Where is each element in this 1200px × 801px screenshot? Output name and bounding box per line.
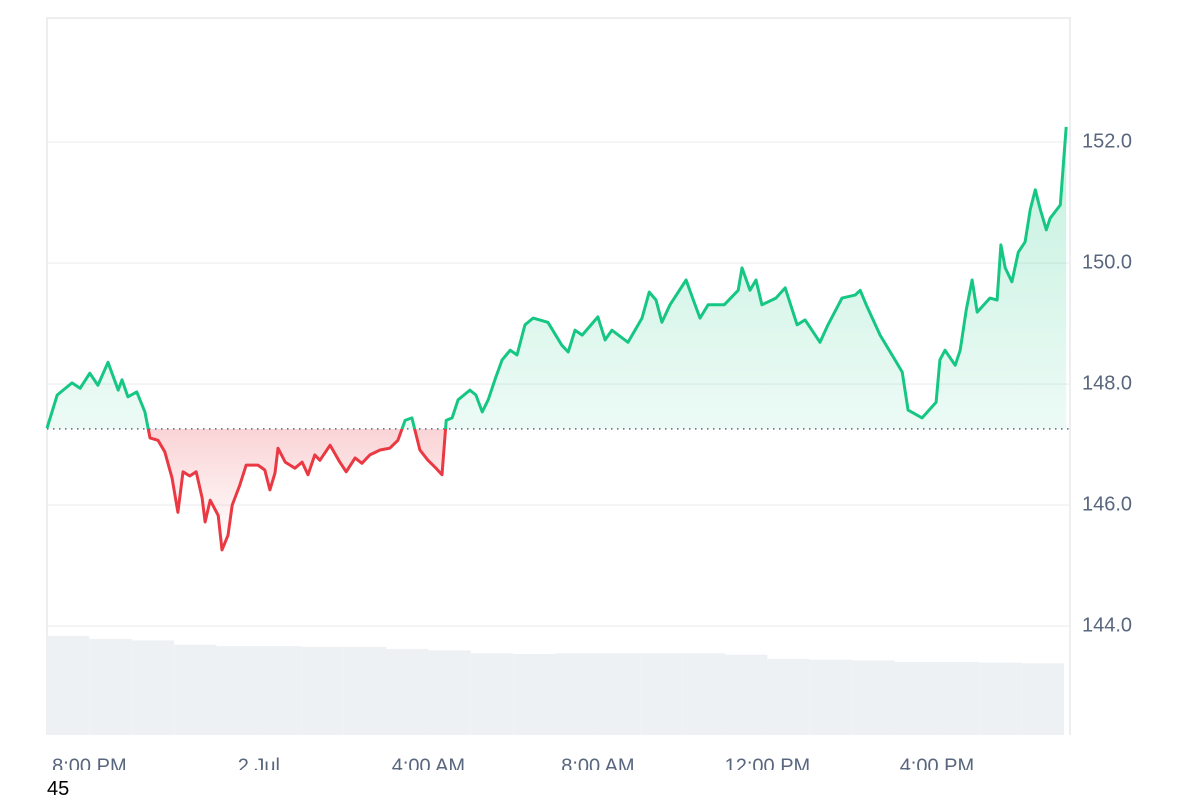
chart: 144.0 146.0 148.0 150.0 152.0 8:00 PM 2 Jul 4:0… [45, 17, 1132, 770]
x-tick-label: 12:00 PM [725, 755, 811, 770]
y-tick-label: 148.0 [1082, 372, 1132, 394]
volume-bar [343, 646, 387, 735]
y-tick-label: 144.0 [1082, 614, 1132, 636]
volume-bar [131, 640, 175, 735]
volume-bar [725, 654, 768, 735]
volume-bar [89, 638, 132, 735]
y-tick-label: 150.0 [1082, 251, 1132, 273]
volume-bar [386, 648, 429, 735]
y-tick-label: 146.0 [1082, 493, 1132, 515]
volume-bar [809, 659, 853, 735]
volume-bar [470, 653, 514, 735]
volume-bar [1021, 663, 1065, 735]
volume-bar [258, 646, 302, 735]
volume-bar [47, 636, 90, 735]
x-tick-label: 2 Jul [238, 755, 280, 770]
x-tick-label: 4:00 PM [900, 755, 974, 770]
volume-bar [597, 653, 641, 735]
plot-frame [46, 17, 1071, 735]
y-tick-label: 152.0 [1082, 130, 1132, 152]
volume-bar [428, 650, 471, 735]
x-tick-label: 4:00 AM [392, 755, 465, 770]
x-tick-label: 8:00 PM [52, 755, 126, 770]
volume-bar [174, 644, 217, 735]
price-line [45, 126, 1068, 552]
volume-bar [555, 653, 598, 735]
volume-bar [216, 646, 259, 735]
volume-bar [640, 653, 683, 735]
volume-bar [852, 660, 895, 735]
x-tick-label: 8:00 AM [561, 755, 634, 770]
volume-bar [936, 661, 980, 735]
footer-text: 45 [47, 778, 70, 800]
volume-bar [894, 661, 937, 735]
volume-bar [513, 653, 556, 735]
volume-bar [979, 662, 1022, 735]
volume-bar [301, 646, 344, 735]
volume-bar [682, 653, 726, 735]
volume-bar [767, 658, 810, 735]
